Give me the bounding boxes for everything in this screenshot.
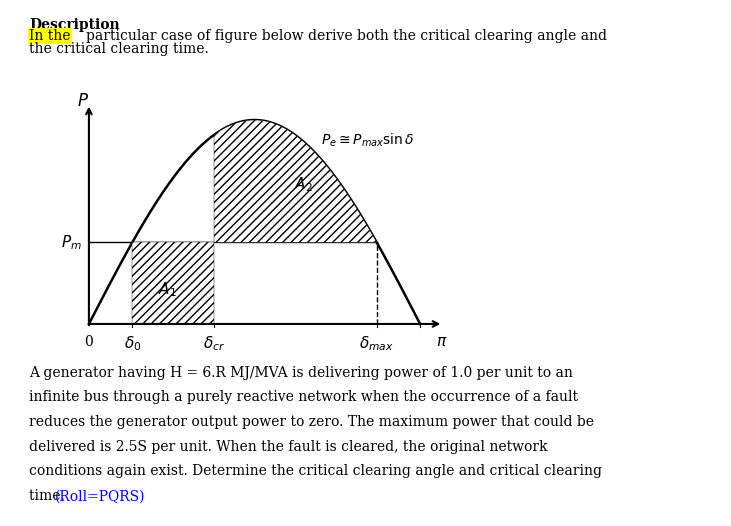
Text: conditions again exist. Determine the critical clearing angle and critical clear: conditions again exist. Determine the cr… [29,464,602,479]
Text: $P_m$: $P_m$ [61,233,81,252]
Text: particular case of figure below derive both the critical clearing angle and: particular case of figure below derive b… [86,29,607,43]
Text: $P_e \cong P_{max}\sin\delta$: $P_e \cong P_{max}\sin\delta$ [321,132,414,149]
Text: (Roll=PQRS): (Roll=PQRS) [55,489,145,503]
Text: reduces the generator output power to zero. The maximum power that could be: reduces the generator output power to ze… [29,415,594,429]
Polygon shape [132,242,214,324]
Text: 0: 0 [85,335,94,349]
Text: $\pi$: $\pi$ [436,335,447,349]
Text: In the: In the [29,29,71,43]
Text: the critical clearing time.: the critical clearing time. [29,42,209,56]
Text: $\delta_{max}$: $\delta_{max}$ [360,335,394,353]
Text: time.: time. [29,489,69,503]
Text: Description: Description [29,18,120,33]
Text: infinite bus through a purely reactive network when the occurrence of a fault: infinite bus through a purely reactive n… [29,390,578,404]
Text: $A_1$: $A_1$ [159,280,178,299]
Text: $A_2$: $A_2$ [295,175,314,194]
Text: A generator having H = 6.R MJ/MVA is delivering power of 1.0 per unit to an: A generator having H = 6.R MJ/MVA is del… [29,366,573,380]
Text: $\delta_0$: $\delta_0$ [124,335,141,353]
Text: $P$: $P$ [77,93,88,110]
Text: $\delta_{cr}$: $\delta_{cr}$ [203,335,225,353]
Text: delivered is 2.5S per unit. When the fault is cleared, the original network: delivered is 2.5S per unit. When the fau… [29,440,548,454]
Polygon shape [214,120,376,242]
